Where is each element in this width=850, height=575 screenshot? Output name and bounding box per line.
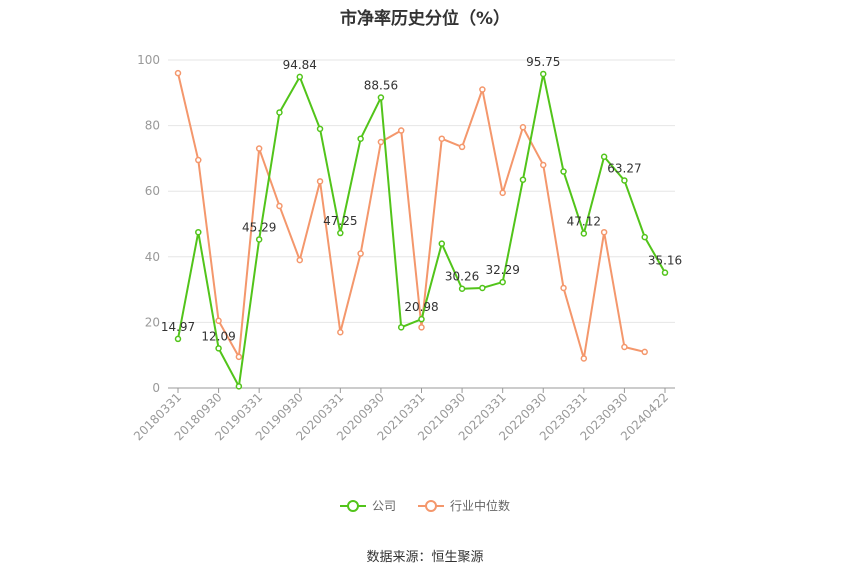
legend-label-company: 公司 [371, 499, 396, 513]
industry-median-data-point [235, 353, 243, 361]
industry-median-data-point [418, 324, 425, 331]
company-data-point [641, 233, 648, 241]
company-data-point [276, 109, 283, 116]
industry-median-data-point [641, 348, 648, 356]
data-source: 数据来源：恒生聚源 [366, 550, 484, 565]
company-data-label: 32.29 [485, 263, 519, 277]
company-data-point [235, 383, 243, 390]
y-tick-label: 0 [152, 381, 160, 395]
company-data-label: 30.26 [445, 270, 479, 284]
industry-median-series-line [177, 72, 645, 360]
company-data-point [661, 269, 669, 276]
company-data-point [397, 324, 405, 331]
chart-title: 市净率历史分位（%） [339, 9, 511, 29]
company-data-label: 14.97 [161, 320, 195, 334]
industry-median-data-point [621, 343, 628, 351]
company-data-point [418, 315, 425, 323]
legend-item-industry-median[interactable]: 行业中位数 [418, 497, 510, 514]
industry-median-data-point [174, 69, 182, 77]
company-data-point [174, 335, 182, 343]
industry-median-data-point [215, 317, 222, 325]
industry-median-data-point [195, 156, 202, 164]
legend-marker-industry-median [418, 499, 444, 513]
company-data-point [600, 153, 608, 161]
industry-median-data-point [397, 127, 405, 134]
legend: 公司 行业中位数 [0, 497, 850, 514]
company-data-point [458, 285, 466, 292]
industry-median-data-point [255, 145, 263, 152]
y-tick-label: 80 [145, 119, 160, 133]
industry-median-data-point [337, 328, 344, 336]
industry-median-data-point [357, 250, 364, 257]
company-data-point [540, 70, 547, 78]
industry-median-data-point [560, 284, 567, 292]
legend-label-industry-median: 行业中位数 [450, 499, 511, 513]
y-tick-label: 60 [145, 184, 160, 198]
company-data-point [255, 236, 263, 243]
industry-median-data-point [377, 138, 385, 146]
industry-median-data-point [519, 123, 527, 131]
company-data-point [621, 177, 628, 184]
company-data-label: 88.56 [364, 79, 398, 93]
company-data-point [580, 230, 588, 237]
company-data-point [377, 94, 385, 101]
company-data-point [316, 125, 324, 133]
company-data-label: 95.75 [526, 55, 560, 69]
company-data-point [479, 284, 486, 292]
company-data-label: 45.29 [242, 220, 276, 234]
y-tick-label: 20 [145, 315, 160, 329]
industry-median-data-point [276, 202, 283, 210]
industry-median-data-point [316, 178, 324, 185]
industry-median-data-point [296, 256, 303, 264]
y-tick-label: 40 [145, 250, 160, 264]
company-data-point [499, 278, 506, 286]
industry-median-data-point [479, 86, 486, 93]
industry-median-data-point [600, 228, 608, 236]
company-data-label: 94.84 [283, 58, 317, 72]
company-data-point [337, 229, 344, 237]
industry-median-data-point [458, 143, 466, 151]
company-data-label: 35.16 [648, 254, 682, 268]
company-data-point [215, 345, 222, 352]
company-data-label: 47.12 [567, 214, 601, 228]
industry-median-data-point [580, 355, 588, 362]
industry-median-data-point [499, 189, 506, 197]
company-data-label: 20.98 [404, 300, 438, 314]
company-data-point [438, 240, 446, 247]
y-tick-label: 100 [137, 53, 160, 67]
company-data-point [357, 135, 364, 142]
industry-median-data-point [438, 135, 446, 142]
company-data-point [195, 228, 202, 236]
legend-item-company[interactable]: 公司 [339, 497, 396, 514]
company-data-point [560, 168, 567, 175]
company-data-point [296, 73, 303, 81]
legend-marker-company [339, 499, 366, 513]
industry-median-data-point [540, 161, 547, 169]
company-data-label: 63.27 [607, 161, 641, 175]
company-data-label: 47.25 [323, 214, 357, 228]
company-data-label: 12.09 [201, 329, 235, 343]
company-data-point [519, 176, 527, 183]
